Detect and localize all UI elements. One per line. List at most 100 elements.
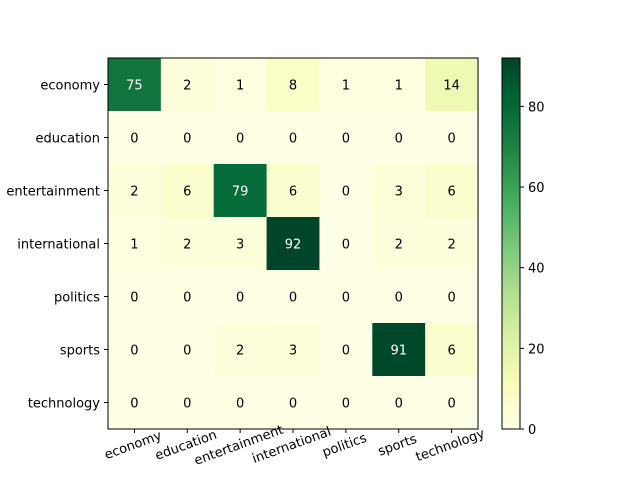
heatmap-cell-economy-international (266, 58, 320, 112)
cell-value-label: 0 (447, 397, 455, 412)
heatmap-cell-politics-technology (425, 270, 479, 324)
heatmap-cell-politics-sports (372, 270, 426, 324)
cell-value-label: 0 (130, 397, 138, 412)
cell-value-label: 14 (443, 79, 460, 94)
cell-value-label: 0 (289, 397, 297, 412)
cell-value-label: 2 (183, 79, 191, 94)
heatmap-cell-international-education (160, 217, 215, 271)
cell-value-label: 0 (289, 132, 297, 147)
heatmap-cell-entertainment-technology (425, 164, 479, 218)
heatmap-cell-entertainment-politics (319, 164, 373, 218)
cell-value-label: 6 (289, 185, 297, 200)
colorbar-bar (501, 57, 521, 430)
heatmap-cell-politics-politics (319, 270, 373, 324)
cell-value-label: 1 (342, 79, 350, 94)
cell-value-label: 2 (395, 238, 403, 253)
cell-value-label: 2 (236, 344, 244, 359)
heatmap-cell-international-entertainment (213, 217, 268, 271)
cell-value-label: 1 (130, 238, 138, 253)
cell-value-label: 0 (130, 344, 138, 359)
cell-value-label: 0 (236, 291, 244, 306)
cell-value-label: 79 (232, 185, 249, 200)
cell-value-label: 0 (183, 132, 191, 147)
cell-value-label: 0 (342, 397, 350, 412)
heatmap-cell-education-international (266, 111, 320, 165)
heatmap-cell-technology-education (160, 376, 215, 430)
cell-value-label: 2 (447, 238, 455, 253)
heatmap-cell-technology-politics (319, 376, 373, 430)
cell-value-label: 92 (285, 238, 302, 253)
cell-value-label: 0 (289, 291, 297, 306)
cell-value-label: 0 (183, 344, 191, 359)
cell-value-label: 0 (342, 132, 350, 147)
heatmap-cell-sports-international (266, 323, 320, 377)
heatmap-cell-sports-economy (108, 323, 162, 377)
heatmap-cell-international-international (266, 217, 320, 271)
y-axis-ticks: economy education entertainment internation… (6, 79, 108, 412)
heatmap-cell-sports-sports (372, 323, 426, 377)
cell-value-label: 6 (447, 185, 455, 200)
heatmap-cell-economy-education (160, 58, 215, 112)
heatmap-cell-international-sports (372, 217, 426, 271)
cell-value-label: 1 (236, 79, 244, 94)
heatmap-cell-sports-education (160, 323, 215, 377)
heatmap-cell-international-economy (108, 217, 162, 271)
cell-value-label: 0 (236, 397, 244, 412)
cell-value-label: 0 (183, 291, 191, 306)
x-axis-ticks: economyeducationentertainmentinternation… (103, 423, 488, 469)
cell-value-label: 8 (289, 79, 297, 94)
colorbar-tick-label: 20 (528, 342, 545, 357)
cell-value-label: 6 (183, 185, 191, 200)
colorbar-tick-label: 80 (528, 100, 545, 115)
cell-value-label: 0 (183, 397, 191, 412)
cell-value-label: 0 (395, 132, 403, 147)
cell-value-label: 0 (447, 291, 455, 306)
y-tick-label-entertainment: entertainment (6, 185, 100, 200)
x-tick-label-sports: sports (376, 432, 419, 460)
colorbar-tick-label: 40 (528, 262, 545, 277)
cell-value-label: 3 (395, 185, 403, 200)
heatmap-cells (108, 58, 479, 430)
heatmap-cell-technology-entertainment (213, 376, 268, 430)
heatmap-value-labels: 75 2 1 8 1 1 140 0 0 0 0 0 02 6 79 6 0 3 61 2 3 92 0 2 20 0 0 0 0 0 00… (126, 79, 460, 412)
heatmap-cell-economy-entertainment (213, 58, 268, 112)
heatmap-cell-politics-economy (108, 270, 162, 324)
heatmap-cell-education-technology (425, 111, 479, 165)
y-tick-label-politics: politics (54, 291, 100, 306)
heatmap-cell-education-sports (372, 111, 426, 165)
cell-value-label: 0 (342, 185, 350, 200)
heatmap-cell-technology-economy (108, 376, 162, 430)
heatmap-cell-technology-technology (425, 376, 479, 430)
heatmap-cell-politics-education (160, 270, 215, 324)
heatmap-cell-education-entertainment (213, 111, 268, 165)
cell-value-label: 0 (395, 291, 403, 306)
heatmap-cell-sports-entertainment (213, 323, 268, 377)
cell-value-label: 2 (130, 185, 138, 200)
cell-value-label: 75 (126, 79, 143, 94)
heatmap-cell-international-politics (319, 217, 373, 271)
y-tick-label-education: education (35, 132, 100, 147)
cell-value-label: 3 (289, 344, 297, 359)
heatmap-cell-entertainment-international (266, 164, 320, 218)
colorbar-tick-label: 60 (528, 181, 545, 196)
cell-value-label: 0 (342, 344, 350, 359)
heatmap-cell-economy-sports (372, 58, 426, 112)
heatmap-cell-education-politics (319, 111, 373, 165)
heatmap-cell-economy-technology (425, 58, 479, 112)
y-tick-label-economy: economy (40, 79, 100, 94)
cell-value-label: 0 (447, 132, 455, 147)
heatmap-cell-technology-international (266, 376, 320, 430)
cell-value-label: 0 (342, 291, 350, 306)
cell-value-label: 0 (130, 132, 138, 147)
y-tick-label-technology: technology (28, 397, 100, 412)
cell-value-label: 3 (236, 238, 244, 253)
heatmap-cell-entertainment-sports (372, 164, 426, 218)
heatmap-cell-economy-economy (108, 58, 162, 112)
heatmap-cell-entertainment-education (160, 164, 215, 218)
cell-value-label: 0 (236, 132, 244, 147)
heatmap-cell-education-education (160, 111, 215, 165)
heatmap-cell-entertainment-economy (108, 164, 162, 218)
heatmap-cell-international-technology (425, 217, 479, 271)
